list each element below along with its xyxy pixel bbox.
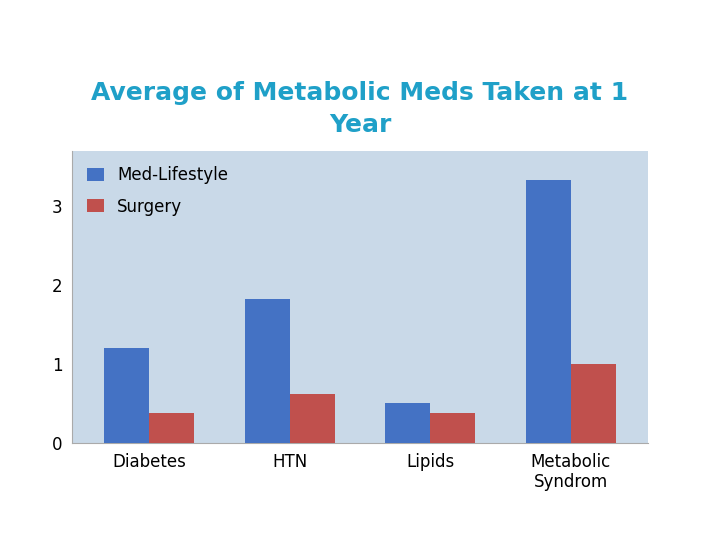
Bar xyxy=(104,348,149,443)
Title: Average of Metabolic Meds Taken at 1
Year: Average of Metabolic Meds Taken at 1 Yea… xyxy=(91,81,629,137)
Bar xyxy=(149,413,194,443)
Bar xyxy=(571,364,616,443)
Legend: Med-Lifestyle, Surgery: Med-Lifestyle, Surgery xyxy=(81,159,235,222)
Bar xyxy=(289,394,335,443)
Bar xyxy=(385,403,431,443)
Bar xyxy=(526,180,571,443)
Bar xyxy=(245,299,289,443)
Bar xyxy=(431,413,475,443)
